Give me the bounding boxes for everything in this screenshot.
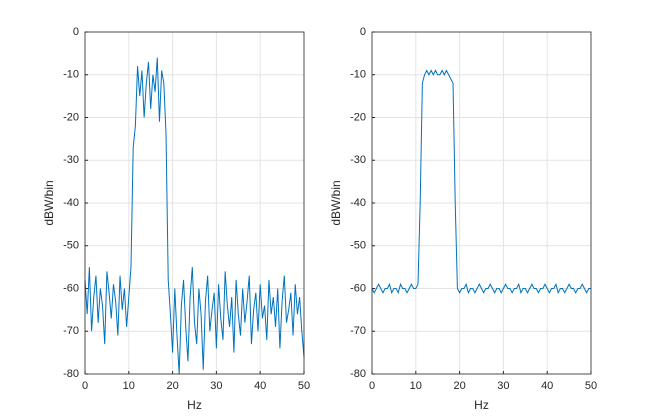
x-tick-label: 50 xyxy=(585,380,597,392)
y-tick-label: -20 xyxy=(350,111,366,123)
series-line xyxy=(84,57,305,375)
y-tick-label: -60 xyxy=(63,282,79,294)
y-tick-label: -50 xyxy=(63,240,79,252)
x-tick-label: 20 xyxy=(166,380,178,392)
x-tick-label: 30 xyxy=(210,380,222,392)
y-tick-label: -40 xyxy=(350,197,366,209)
x-tick-label: 20 xyxy=(453,380,465,392)
y-axis-label: dBW/bin xyxy=(42,180,56,225)
y-tick-label: 0 xyxy=(360,26,366,38)
y-tick-label: -10 xyxy=(63,69,79,81)
axes-box xyxy=(371,31,592,375)
x-tick-label: 10 xyxy=(410,380,422,392)
x-tick-label: 40 xyxy=(254,380,266,392)
x-tick-label: 0 xyxy=(369,380,375,392)
x-tick-label: 10 xyxy=(123,380,135,392)
x-axis-label: Hz xyxy=(474,398,489,412)
x-tick-label: 40 xyxy=(541,380,553,392)
y-tick-label: -40 xyxy=(63,197,79,209)
y-tick-label: -10 xyxy=(350,69,366,81)
y-tick-label: 0 xyxy=(73,26,79,38)
y-tick-label: -80 xyxy=(350,368,366,380)
x-axis-label: Hz xyxy=(187,398,202,412)
x-tick-label: 50 xyxy=(298,380,310,392)
y-tick-label: -20 xyxy=(63,111,79,123)
y-tick-label: -70 xyxy=(350,325,366,337)
x-tick-label: 0 xyxy=(82,380,88,392)
y-tick-label: -70 xyxy=(63,325,79,337)
y-axis-label: dBW/bin xyxy=(329,180,343,225)
y-tick-label: -80 xyxy=(63,368,79,380)
y-tick-label: -30 xyxy=(350,154,366,166)
axes-box xyxy=(84,31,305,375)
y-tick-label: -30 xyxy=(63,154,79,166)
y-tick-label: -50 xyxy=(350,240,366,252)
series-line xyxy=(371,69,591,295)
x-tick-label: 30 xyxy=(497,380,509,392)
y-tick-label: -60 xyxy=(350,282,366,294)
